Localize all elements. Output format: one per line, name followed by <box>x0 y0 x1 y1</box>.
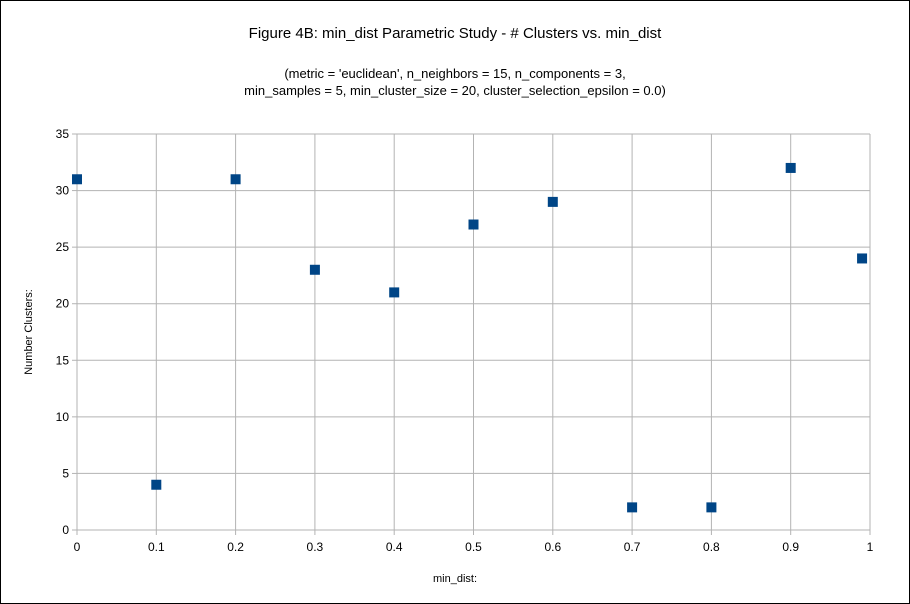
x-tick-label: 0.1 <box>148 540 165 554</box>
y-tick-label: 35 <box>56 127 70 141</box>
data-point <box>785 162 796 173</box>
data-point <box>706 502 717 513</box>
chart-subtitle-line-2: min_samples = 5, min_cluster_size = 20, … <box>244 83 666 98</box>
data-point <box>627 502 638 513</box>
chart-subtitle-line-1: (metric = 'euclidean', n_neighbors = 15,… <box>284 66 625 81</box>
x-tick-label: 0.2 <box>227 540 244 554</box>
grid <box>72 133 871 535</box>
chart-title: Figure 4B: min_dist Parametric Study - #… <box>249 25 662 42</box>
x-tick-label: 0.5 <box>465 540 482 554</box>
x-tick-label: 0.6 <box>544 540 561 554</box>
y-tick-label: 5 <box>62 466 69 480</box>
data-point <box>230 174 241 185</box>
x-tick-label: 1 <box>867 540 874 554</box>
x-tick-label: 0.4 <box>386 540 403 554</box>
data-point <box>547 196 558 207</box>
data-point <box>151 479 162 490</box>
data-point <box>389 287 400 298</box>
x-tick-label: 0.9 <box>782 540 799 554</box>
x-tick-label: 0.7 <box>624 540 641 554</box>
y-tick-label: 20 <box>56 297 70 311</box>
y-axis-label: Number Clusters: <box>23 289 35 375</box>
x-tick-label: 0.8 <box>703 540 720 554</box>
x-tick-label: 0 <box>74 540 81 554</box>
data-point <box>72 174 82 185</box>
data-points <box>72 162 868 513</box>
y-tick-label: 10 <box>56 410 70 424</box>
data-point <box>857 253 868 264</box>
tick-labels: 0 0.1 0.2 0.3 0.4 0.5 0.6 0.7 0.8 0.9 105101520253… <box>56 127 874 554</box>
y-tick-label: 30 <box>56 184 70 198</box>
x-axis-label: min_dist: <box>433 573 477 585</box>
data-point <box>468 219 479 230</box>
data-point <box>309 264 320 275</box>
y-tick-label: 0 <box>62 523 69 537</box>
y-tick-label: 25 <box>56 240 70 254</box>
x-tick-label: 0.3 <box>307 540 324 554</box>
y-tick-label: 15 <box>56 353 70 367</box>
